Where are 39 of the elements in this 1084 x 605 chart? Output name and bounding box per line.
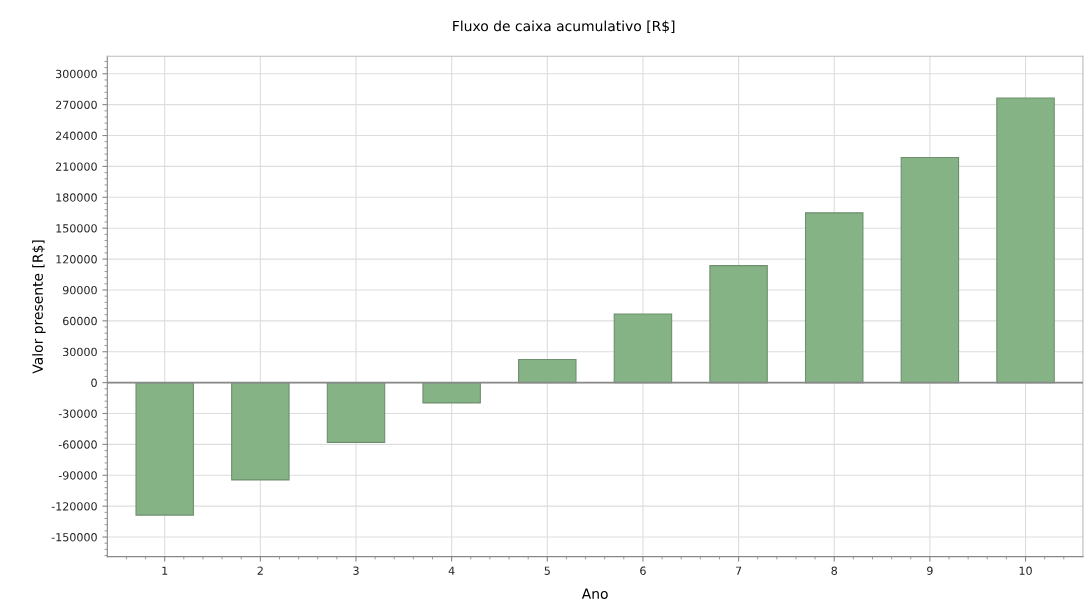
y-tick-label: -120000 [51, 502, 97, 511]
bar [613, 313, 673, 384]
bar [518, 358, 577, 384]
y-tick-label: -30000 [58, 409, 97, 418]
x-tick-label: 2 [257, 566, 263, 575]
y-tick-label: 180000 [56, 193, 97, 202]
bar [326, 382, 386, 443]
x-tick-label: 8 [831, 566, 838, 575]
y-tick-label: -90000 [58, 471, 97, 480]
y-tick-label: 150000 [56, 224, 97, 233]
bar [422, 382, 481, 404]
x-tick-label: 5 [544, 566, 550, 575]
y-tick-label: -150000 [51, 533, 97, 542]
bar [231, 382, 290, 481]
y-tick-label: 90000 [62, 285, 97, 295]
y-tick-label: 120000 [56, 255, 97, 264]
y-tick-label: 240000 [55, 131, 97, 140]
x-tick-label: 1 [162, 566, 168, 575]
bar [804, 212, 864, 384]
bar [900, 156, 960, 384]
x-tick-label: 7 [735, 566, 742, 575]
x-axis-title: Ano [581, 588, 608, 599]
y-tick-label: 0 [91, 378, 97, 387]
y-tick-label: 270000 [55, 100, 97, 110]
y-tick-label: 60000 [63, 316, 97, 326]
bar [996, 97, 1055, 384]
y-tick-label: 300000 [56, 69, 97, 79]
y-tick-label: -60000 [58, 440, 97, 449]
bar [709, 265, 768, 384]
y-tick-label: 210000 [55, 162, 97, 171]
bar [135, 382, 194, 516]
x-tick-label: 9 [927, 566, 933, 575]
y-tick-label: 30000 [63, 347, 97, 357]
x-tick-label: 3 [353, 566, 359, 575]
x-tick-label: 6 [640, 566, 646, 575]
x-tick-label: 4 [448, 566, 455, 575]
x-tick-label: 10 [1019, 566, 1032, 575]
y-axis-title: Valor presente [R$] [32, 240, 46, 374]
chart-title: Fluxo de caixa acumulativo [R$] [453, 20, 675, 34]
